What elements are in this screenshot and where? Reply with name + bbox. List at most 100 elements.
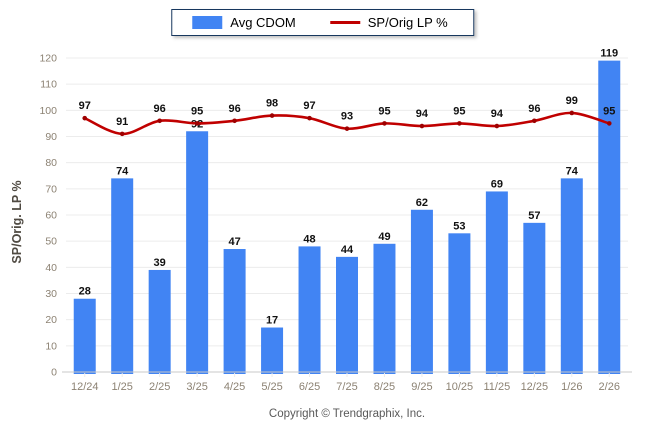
- line-series: [82, 110, 612, 137]
- line-value-label: 91: [116, 116, 128, 128]
- bar: [73, 298, 96, 374]
- legend-bar-swatch: [192, 16, 223, 29]
- copyright-text: Copyright © Trendgraphix, Inc.: [268, 408, 426, 420]
- y-tick-label: 100: [39, 105, 57, 117]
- line-point-marker: [82, 115, 88, 121]
- legend-bar-label: Avg CDOM: [230, 15, 296, 30]
- legend-line-swatch: [329, 21, 360, 24]
- bar-value-label: 28: [79, 286, 91, 298]
- bar-value-label: 17: [266, 315, 278, 327]
- y-tick-label: 20: [45, 314, 57, 326]
- line-value-label: 98: [266, 98, 278, 110]
- line-value-label: 99: [566, 95, 578, 107]
- y-tick-label: 80: [45, 157, 57, 169]
- x-tick-label: 9/25: [411, 381, 432, 393]
- y-tick-label: 50: [45, 236, 57, 248]
- x-tick-label: 3/25: [186, 381, 207, 393]
- x-tick-label: 1/25: [111, 381, 132, 393]
- x-tick-label: 5/25: [261, 381, 282, 393]
- line-point-marker: [382, 121, 387, 126]
- line-value-label: 95: [191, 105, 203, 117]
- line-value-label: 95: [378, 105, 390, 117]
- line-point-marker: [269, 113, 275, 118]
- line-point-marker: [344, 126, 350, 131]
- bar: [598, 60, 621, 374]
- bar-value-label: 62: [416, 197, 428, 209]
- x-tick-label: 12/25: [521, 381, 549, 393]
- y-tick-label: 0: [51, 367, 57, 379]
- line-value-label: 96: [528, 103, 540, 115]
- bar: [485, 191, 508, 374]
- line-value-label: 96: [154, 103, 166, 115]
- bar-value-label: 44: [341, 244, 354, 256]
- line-value-labels: 97 91 96 95 96 98 97 93 95 94 95 94 96 99 95: [79, 95, 616, 128]
- x-tick-label: 6/25: [299, 381, 320, 393]
- line-point-marker: [532, 118, 537, 124]
- line-point-marker: [157, 118, 162, 124]
- line-value-label: 96: [228, 103, 240, 115]
- bar: [410, 209, 433, 374]
- x-tick-label: 12/24: [71, 381, 99, 393]
- x-tick-label: 8/25: [374, 381, 395, 393]
- bar-value-label: 48: [303, 233, 315, 245]
- bar-value-label: 57: [528, 210, 540, 222]
- bar-value-label: 74: [566, 165, 579, 177]
- legend-item-avg-cdom: Avg CDOM: [192, 15, 296, 30]
- line-value-label: 95: [453, 105, 465, 117]
- line-value-label: 97: [303, 100, 315, 112]
- bar: [186, 131, 209, 374]
- x-tick-label: 7/25: [336, 381, 357, 393]
- bar: [523, 222, 546, 374]
- y-axis-ticks: 0 10 20 30 40 50 60 70 80 90 100 110 120: [39, 53, 57, 379]
- x-tick-label: 4/25: [224, 381, 245, 393]
- x-axis: 12/24 1/25 2/25 3/25 4/25 5/25 6/25 7/25 8/25 9/2…: [62, 371, 632, 393]
- bar: [298, 246, 321, 374]
- bar-series: [73, 60, 621, 374]
- line-point-marker: [606, 121, 612, 126]
- line-point-marker: [119, 131, 125, 137]
- y-tick-label: 110: [40, 79, 57, 91]
- legend-line-label: SP/Orig LP %: [367, 15, 448, 30]
- bar-value-label: 39: [154, 257, 166, 269]
- line-point-marker: [232, 118, 237, 124]
- line-value-label: 94: [491, 108, 504, 120]
- y-tick-label: 90: [45, 131, 57, 143]
- line-value-label: 93: [341, 111, 353, 123]
- line-value-label: 97: [79, 100, 91, 112]
- bar: [111, 178, 134, 374]
- x-tick-label: 2/25: [149, 381, 170, 393]
- x-tick-label: 10/25: [446, 381, 474, 393]
- bar-value-label: 69: [491, 178, 503, 190]
- x-tick-label: 1/26: [561, 381, 582, 393]
- y-tick-label: 10: [45, 340, 57, 352]
- bar: [448, 233, 471, 374]
- bar: [560, 178, 583, 374]
- x-tick-label: 2/26: [599, 381, 620, 393]
- bar: [336, 256, 358, 374]
- line-point-marker: [569, 110, 575, 116]
- y-tick-label: 30: [45, 288, 57, 300]
- bar: [261, 327, 284, 374]
- y-tick-label: 70: [45, 183, 57, 195]
- bar-value-label: 47: [228, 236, 240, 248]
- x-tick-label: 11/25: [484, 381, 511, 393]
- line-value-label: 94: [416, 108, 429, 120]
- legend: Avg CDOM SP/Orig LP %: [171, 9, 475, 36]
- line-point-marker: [419, 123, 425, 129]
- bar-value-label: 49: [378, 231, 390, 243]
- line-point-marker: [494, 123, 500, 129]
- line-value-label: 95: [603, 105, 615, 117]
- line-point-marker: [194, 121, 200, 126]
- bar-value-label: 74: [116, 165, 129, 177]
- bar: [223, 249, 246, 374]
- legend-item-sp-orig-lp: SP/Orig LP %: [329, 15, 448, 30]
- y-tick-label: 60: [45, 210, 57, 222]
- y-tick-label: 40: [45, 262, 57, 274]
- y-tick-label: 120: [39, 53, 57, 65]
- line-point-marker: [307, 115, 312, 121]
- bar: [373, 243, 396, 374]
- bar-value-label: 53: [453, 220, 465, 232]
- bar-value-label: 119: [600, 48, 618, 60]
